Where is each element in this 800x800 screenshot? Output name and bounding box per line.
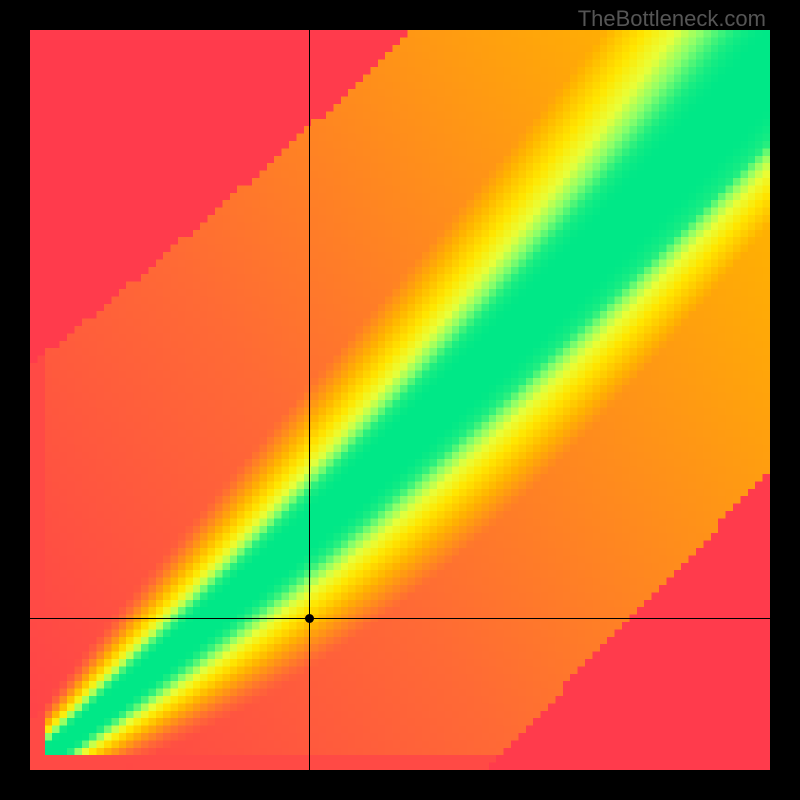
- frame-edge-right: [770, 0, 800, 800]
- crosshair-vertical: [309, 30, 310, 770]
- selection-marker: [305, 614, 314, 623]
- watermark-text: TheBottleneck.com: [578, 6, 766, 32]
- frame-edge-bottom: [0, 770, 800, 800]
- frame-edge-left: [0, 0, 30, 800]
- chart-container: TheBottleneck.com: [0, 0, 800, 800]
- crosshair-horizontal: [30, 618, 770, 619]
- bottleneck-heatmap: [30, 30, 770, 770]
